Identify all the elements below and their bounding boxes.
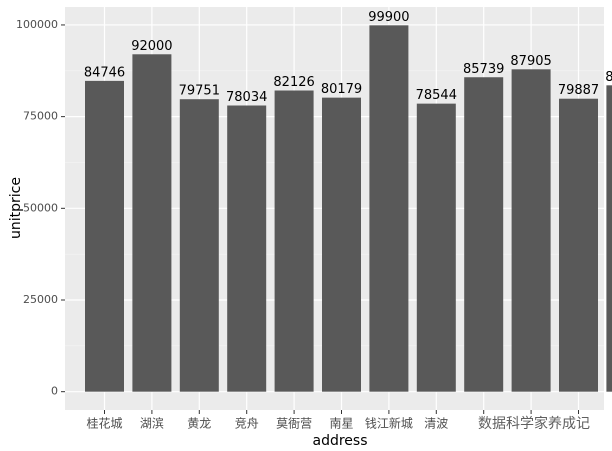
bar	[559, 98, 598, 392]
y-tick-label: 0	[51, 385, 58, 398]
x-tick-label: 莫衙营	[276, 417, 312, 431]
data-label: 79887	[558, 83, 599, 98]
bar	[322, 97, 361, 392]
bar	[132, 54, 172, 392]
bar	[227, 105, 267, 392]
y-tick-label: 75000	[23, 110, 58, 123]
bar	[416, 103, 456, 392]
data-label: 78034	[226, 90, 267, 105]
data-label: 80179	[321, 82, 362, 97]
y-axis-title: unitprice	[8, 177, 24, 239]
data-label: 82126	[273, 75, 314, 90]
data-label: 87905	[510, 54, 551, 69]
x-tick-label: 竞舟	[235, 417, 259, 431]
y-tick-label: 100000	[16, 18, 58, 31]
watermark: 数据科学家养成记	[478, 415, 590, 432]
data-label: 99900	[368, 10, 409, 25]
bar	[511, 69, 551, 392]
y-tick-label: 50000	[23, 201, 58, 214]
bar	[85, 80, 124, 392]
y-tick-label: 25000	[23, 293, 58, 306]
data-label: 83540	[605, 70, 612, 85]
x-tick-label: 清波	[424, 417, 448, 431]
bar	[606, 85, 612, 392]
data-label: 79751	[179, 84, 220, 99]
x-tick-label: 钱江新城	[365, 416, 413, 431]
data-label: 78544	[416, 88, 457, 103]
data-label: 85739	[463, 62, 504, 77]
bar	[464, 77, 504, 392]
marks: 桂花城 84746 湖滨 92000 黄龙 79751 竞舟 78034 莫衙营 82126 南星 8…	[84, 10, 612, 431]
bar	[274, 90, 314, 392]
x-tick-label: 湖滨	[140, 416, 164, 431]
x-tick-label: 桂花城	[86, 416, 122, 431]
x-tick-label: 南星	[329, 416, 353, 431]
bar	[179, 99, 219, 392]
x-axis-title: address	[312, 433, 367, 449]
bar	[369, 25, 409, 392]
x-tick-label: 黄龙	[187, 417, 211, 431]
data-label: 92000	[131, 39, 172, 54]
data-label: 84746	[84, 65, 125, 80]
